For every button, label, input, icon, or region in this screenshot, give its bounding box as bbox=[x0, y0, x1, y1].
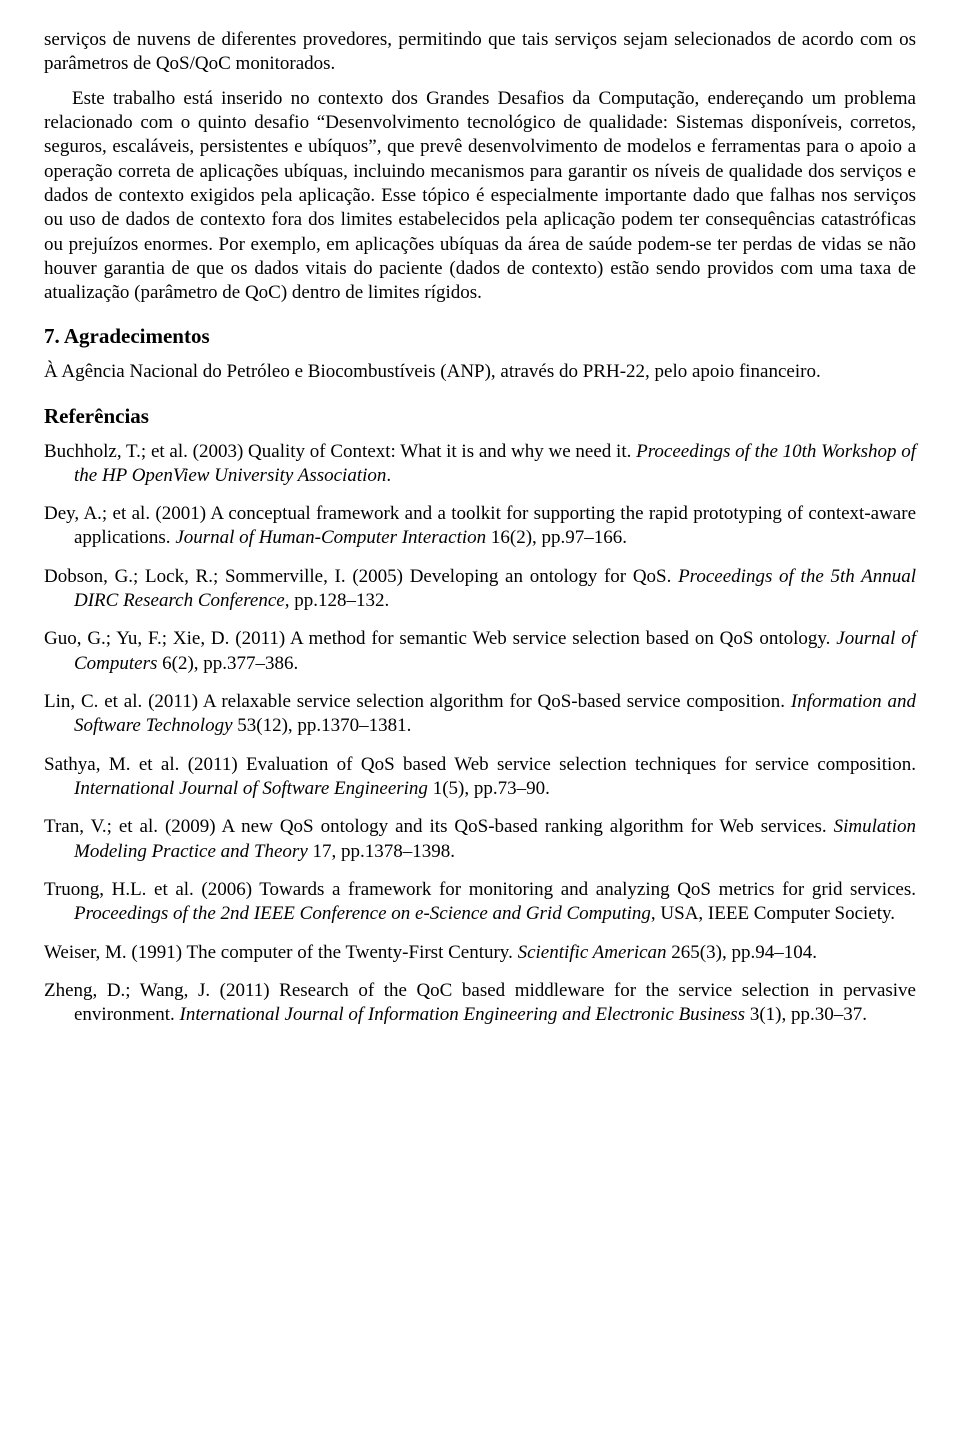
reference-text: Sathya, M. et al. (2011) Evaluation of Q… bbox=[44, 754, 916, 775]
reference-entry: Buchholz, T.; et al. (2003) Quality of C… bbox=[44, 440, 916, 489]
reference-text: 6(2), pp.377–386. bbox=[157, 653, 298, 674]
reference-text: 3(1), pp.30–37. bbox=[745, 1004, 867, 1025]
acknowledgements-paragraph: À Agência Nacional do Petróleo e Biocomb… bbox=[44, 360, 916, 384]
reference-entry: Weiser, M. (1991) The computer of the Tw… bbox=[44, 941, 916, 965]
reference-source: Proceedings of the 2nd IEEE Conference o… bbox=[74, 903, 651, 924]
reference-source: Journal of Human-Computer Interaction bbox=[175, 527, 486, 548]
body-paragraph: Este trabalho está inserido no contexto … bbox=[44, 87, 916, 306]
reference-text: 1(5), pp.73–90. bbox=[428, 778, 550, 799]
reference-entry: Guo, G.; Yu, F.; Xie, D. (2011) A method… bbox=[44, 627, 916, 676]
reference-source: Scientific American bbox=[518, 942, 667, 963]
reference-text: Lin, C. et al. (2011) A relaxable servic… bbox=[44, 691, 791, 712]
reference-text: Guo, G.; Yu, F.; Xie, D. (2011) A method… bbox=[44, 628, 836, 649]
reference-entry: Dobson, G.; Lock, R.; Sommerville, I. (2… bbox=[44, 565, 916, 614]
reference-entry: Sathya, M. et al. (2011) Evaluation of Q… bbox=[44, 753, 916, 802]
reference-text: 17, pp.1378–1398. bbox=[308, 841, 455, 862]
reference-text: Dobson, G.; Lock, R.; Sommerville, I. (2… bbox=[44, 566, 678, 587]
reference-text: 265(3), pp.94–104. bbox=[667, 942, 817, 963]
reference-text: , pp.128–132. bbox=[285, 590, 390, 611]
reference-entry: Lin, C. et al. (2011) A relaxable servic… bbox=[44, 690, 916, 739]
body-paragraph: serviços de nuvens de diferentes provedo… bbox=[44, 28, 916, 77]
reference-text: Buchholz, T.; et al. (2003) Quality of C… bbox=[44, 441, 636, 462]
reference-text: Tran, V.; et al. (2009) A new QoS ontolo… bbox=[44, 816, 834, 837]
reference-entry: Tran, V.; et al. (2009) A new QoS ontolo… bbox=[44, 815, 916, 864]
references-list: Buchholz, T.; et al. (2003) Quality of C… bbox=[44, 440, 916, 1028]
reference-entry: Dey, A.; et al. (2001) A conceptual fram… bbox=[44, 502, 916, 551]
section-heading-acknowledgements: 7. Agradecimentos bbox=[44, 323, 916, 350]
reference-text: 16(2), pp.97–166. bbox=[486, 527, 627, 548]
reference-entry: Zheng, D.; Wang, J. (2011) Research of t… bbox=[44, 979, 916, 1028]
reference-text: , USA, IEEE Computer Society. bbox=[651, 903, 895, 924]
reference-text: Weiser, M. (1991) The computer of the Tw… bbox=[44, 942, 518, 963]
reference-text: . bbox=[386, 465, 391, 486]
reference-text: 53(12), pp.1370–1381. bbox=[233, 715, 412, 736]
reference-source: International Journal of Software Engine… bbox=[74, 778, 428, 799]
reference-entry: Truong, H.L. et al. (2006) Towards a fra… bbox=[44, 878, 916, 927]
section-heading-references: Referências bbox=[44, 403, 916, 430]
reference-source: International Journal of Information Eng… bbox=[180, 1004, 746, 1025]
reference-text: Truong, H.L. et al. (2006) Towards a fra… bbox=[44, 879, 916, 900]
